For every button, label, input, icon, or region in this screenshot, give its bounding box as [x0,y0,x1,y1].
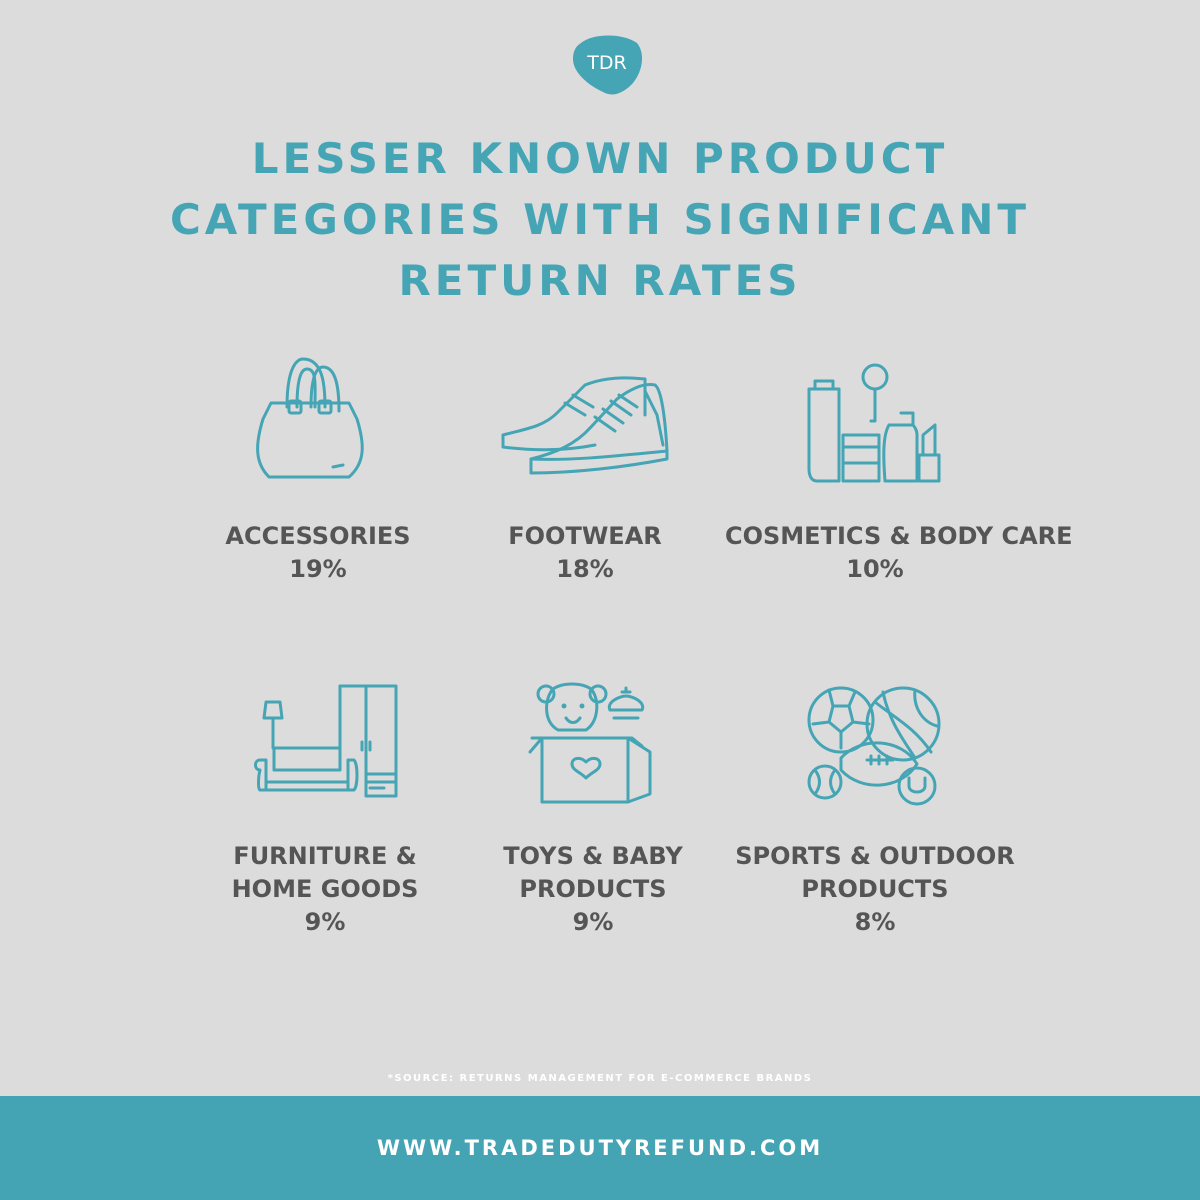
category-cosmetics: COSMETICS & BODY CARE 10% [725,355,1073,586]
return-rate: 9% [304,908,346,936]
category-sports: SPORTS & OUTDOOR PRODUCTS 8% [725,678,1025,939]
brand-logo: TDR [571,35,643,95]
logo-text: TDR [587,52,627,74]
toy-box-icon [528,682,652,804]
category-toys: TOYS & BABY PRODUCTS 9% [443,678,743,939]
category-label: PRODUCTS [519,875,667,903]
footer-bar: WWW.TRADEDUTYREFUND.COM [0,1096,1200,1200]
title-line: CATEGORIES WITH SIGNIFICANT [169,195,1031,244]
category-label: FOOTWEAR [508,522,662,550]
category-label: FURNITURE & [233,842,417,870]
return-rate: 19% [289,555,347,583]
cosmetics-icon [807,363,941,483]
sports-balls-icon [807,686,941,806]
return-rate: 10% [846,555,904,583]
return-rate: 18% [556,555,614,583]
furniture-icon [254,684,398,798]
logo-blob-icon [573,35,643,95]
title-line: LESSER KNOWN PRODUCT [251,134,949,183]
category-label: HOME GOODS [231,875,419,903]
return-rate: 8% [854,908,896,936]
category-label: SPORTS & OUTDOOR [735,842,1015,870]
category-label: TOYS & BABY [503,842,683,870]
return-rate: 9% [572,908,614,936]
source-note: *SOURCE: RETURNS MANAGEMENT FOR E-COMMER… [387,1073,813,1084]
website-link[interactable]: WWW.TRADEDUTYREFUND.COM [376,1136,824,1160]
category-furniture: FURNITURE & HOME GOODS 9% [175,678,475,939]
category-label: PRODUCTS [801,875,949,903]
sneakers-icon [501,376,669,475]
category-footwear: FOOTWEAR 18% [435,355,735,586]
title-line: RETURN RATES [398,256,802,305]
category-label: ACCESSORIES [225,522,411,550]
handbag-icon [256,357,364,479]
page-title: LESSER KNOWN PRODUCT CATEGORIES WITH SIG… [100,128,1100,311]
category-accessories: ACCESSORIES 19% [168,355,468,586]
category-label: COSMETICS & BODY CARE [725,522,1073,550]
